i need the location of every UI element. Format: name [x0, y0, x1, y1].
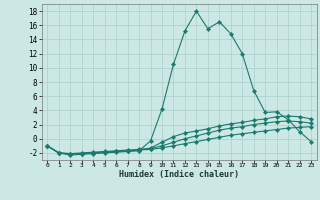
X-axis label: Humidex (Indice chaleur): Humidex (Indice chaleur) [119, 170, 239, 179]
